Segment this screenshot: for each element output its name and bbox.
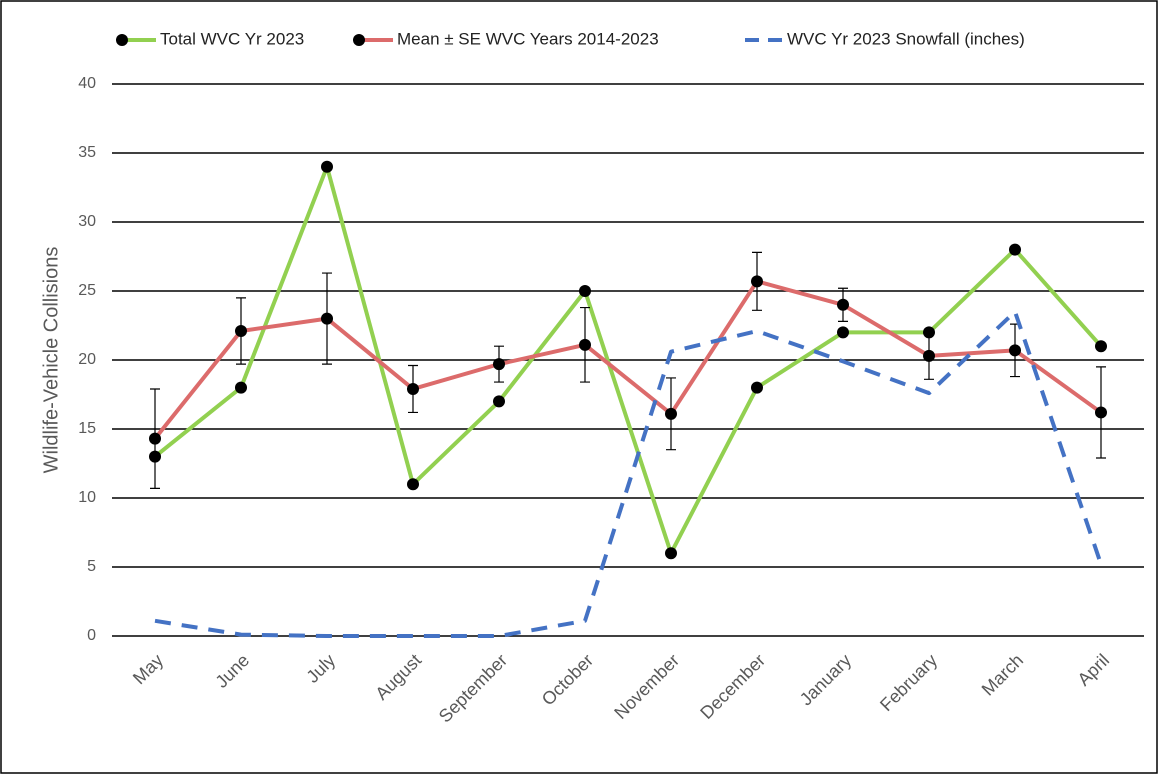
marker bbox=[837, 326, 849, 339]
marker bbox=[837, 298, 849, 311]
y-tick-label: 5 bbox=[87, 558, 96, 575]
marker bbox=[923, 349, 935, 362]
y-axis-label: Wildlife-Vehicle Collisions bbox=[40, 247, 62, 474]
marker bbox=[579, 338, 591, 351]
legend-marker bbox=[116, 34, 128, 46]
series-line bbox=[154, 309, 1103, 638]
y-tick-label: 30 bbox=[78, 213, 96, 230]
marker bbox=[1095, 340, 1107, 353]
legend-text: WVC Yr 2023 Snowfall (inches) bbox=[787, 29, 1025, 48]
marker bbox=[665, 547, 677, 560]
marker bbox=[321, 160, 333, 173]
marker bbox=[407, 382, 419, 395]
marker bbox=[235, 325, 247, 338]
y-tick-label: 10 bbox=[78, 489, 96, 506]
marker bbox=[149, 432, 161, 445]
marker bbox=[751, 381, 763, 394]
y-tick-label: 40 bbox=[78, 75, 96, 92]
series-line bbox=[153, 279, 1103, 440]
y-tick-label: 35 bbox=[78, 144, 96, 161]
y-tick-label: 0 bbox=[87, 627, 96, 644]
legend-text: Total WVC Yr 2023 bbox=[160, 29, 304, 48]
marker bbox=[1095, 406, 1107, 419]
marker bbox=[493, 395, 505, 408]
marker bbox=[751, 275, 763, 288]
marker bbox=[321, 312, 333, 325]
legend-marker bbox=[353, 34, 365, 46]
y-tick-label: 25 bbox=[78, 282, 96, 299]
legend-text: Mean ± SE WVC Years 2014-2023 bbox=[397, 29, 659, 48]
marker bbox=[407, 478, 419, 491]
marker bbox=[493, 358, 505, 371]
marker bbox=[665, 407, 677, 420]
series-line bbox=[153, 164, 1103, 556]
y-tick-label: 20 bbox=[78, 351, 96, 368]
y-tick-label: 15 bbox=[78, 420, 96, 437]
marker bbox=[1009, 344, 1021, 357]
marker bbox=[235, 381, 247, 394]
marker bbox=[579, 285, 591, 297]
marker bbox=[1009, 243, 1021, 256]
